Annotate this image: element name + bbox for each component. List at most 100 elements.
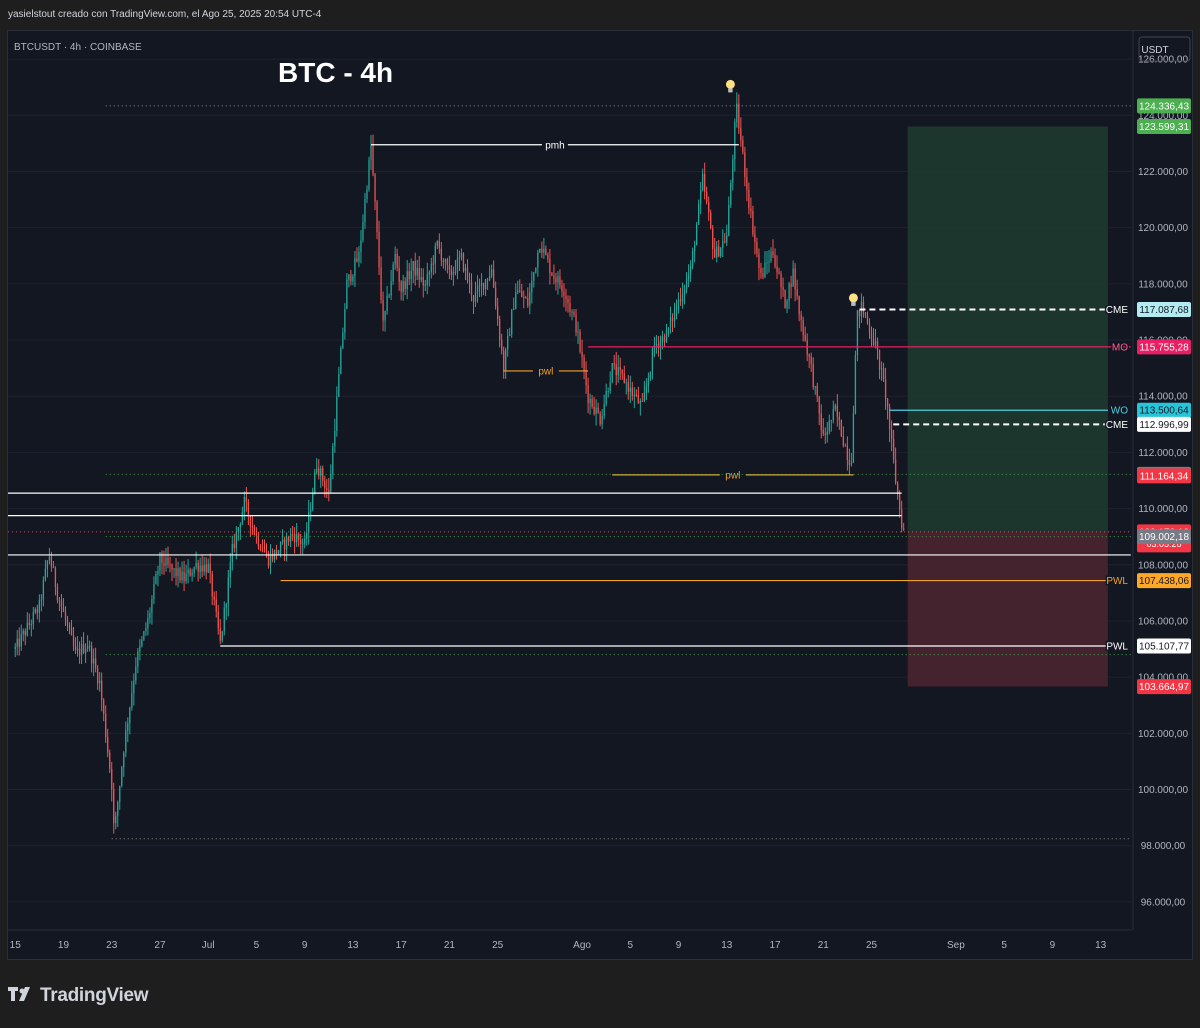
candle-body[interactable] bbox=[350, 274, 352, 282]
candle-body[interactable] bbox=[884, 379, 887, 400]
candle-body[interactable] bbox=[828, 420, 830, 432]
candle-body[interactable] bbox=[854, 355, 857, 414]
candle-body[interactable] bbox=[782, 287, 784, 291]
candle-body[interactable] bbox=[125, 730, 127, 753]
candle-body[interactable] bbox=[338, 374, 340, 397]
price-chart[interactable]: pmh pwl pwl MO CME WO CME PWL PWL 15 19 23 27 Jul 5 9 13… bbox=[0, 0, 1200, 962]
candle-body[interactable] bbox=[137, 651, 139, 667]
candle-body[interactable] bbox=[221, 631, 223, 641]
candle-body[interactable] bbox=[348, 274, 350, 280]
candle-body[interactable] bbox=[850, 462, 853, 465]
candle-body[interactable] bbox=[281, 539, 284, 543]
candle-body[interactable] bbox=[406, 271, 408, 289]
candle-body[interactable] bbox=[74, 645, 77, 651]
candle-body[interactable] bbox=[117, 802, 119, 816]
candle-body[interactable] bbox=[699, 190, 702, 204]
candle-body[interactable] bbox=[804, 335, 806, 341]
candle-body[interactable] bbox=[651, 349, 654, 372]
candle-body[interactable] bbox=[593, 406, 595, 414]
candle-body[interactable] bbox=[547, 254, 549, 259]
candle-body[interactable] bbox=[796, 289, 798, 297]
candle-body[interactable] bbox=[858, 310, 861, 317]
candle-body[interactable] bbox=[466, 267, 469, 281]
candle-body[interactable] bbox=[800, 314, 802, 320]
candle-body[interactable] bbox=[193, 567, 195, 574]
candle-body[interactable] bbox=[900, 509, 903, 529]
candle-body[interactable] bbox=[509, 334, 511, 336]
candle-body[interactable] bbox=[72, 635, 75, 646]
candle-body[interactable] bbox=[710, 212, 712, 229]
candle-body[interactable] bbox=[848, 460, 851, 465]
candle-body[interactable] bbox=[571, 311, 573, 313]
candle-body[interactable] bbox=[573, 311, 575, 315]
candle-body[interactable] bbox=[42, 580, 45, 600]
candle-body[interactable] bbox=[762, 273, 764, 278]
candle-body[interactable] bbox=[304, 538, 306, 544]
candle-body[interactable] bbox=[722, 241, 724, 248]
candle-body[interactable] bbox=[438, 241, 441, 249]
candle-body[interactable] bbox=[611, 363, 613, 383]
candle-body[interactable] bbox=[746, 177, 748, 191]
candle-body[interactable] bbox=[90, 645, 93, 664]
candle-body[interactable] bbox=[209, 563, 211, 574]
candle-body[interactable] bbox=[844, 445, 847, 447]
candle-body[interactable] bbox=[633, 394, 635, 396]
candle-body[interactable] bbox=[836, 405, 838, 417]
candle-body[interactable] bbox=[14, 646, 16, 650]
candle-body[interactable] bbox=[139, 645, 141, 652]
candle-body[interactable] bbox=[788, 283, 790, 301]
price-tag[interactable]: 113.500,64 bbox=[1137, 402, 1191, 418]
candle-body[interactable] bbox=[245, 497, 248, 502]
candle-body[interactable] bbox=[378, 232, 380, 268]
candle-body[interactable] bbox=[384, 310, 386, 321]
candle-body[interactable] bbox=[511, 309, 513, 335]
candle-body[interactable] bbox=[366, 189, 368, 200]
candle-body[interactable] bbox=[868, 323, 871, 333]
candle-body[interactable] bbox=[551, 272, 553, 276]
candle-body[interactable] bbox=[159, 552, 161, 571]
candle-body[interactable] bbox=[197, 563, 199, 572]
candle-body[interactable] bbox=[237, 527, 240, 533]
candle-body[interactable] bbox=[886, 399, 889, 408]
candle-body[interactable] bbox=[492, 269, 495, 288]
candle-body[interactable] bbox=[394, 253, 396, 265]
candle-body[interactable] bbox=[175, 568, 177, 577]
candle-body[interactable] bbox=[129, 707, 131, 724]
candle-body[interactable] bbox=[519, 290, 521, 292]
candle-body[interactable] bbox=[101, 680, 103, 700]
candle-body[interactable] bbox=[191, 573, 193, 576]
candle-body[interactable] bbox=[521, 291, 523, 297]
candle-body[interactable] bbox=[812, 363, 814, 387]
candle-body[interactable] bbox=[631, 387, 633, 396]
candle-body[interactable] bbox=[402, 281, 404, 292]
candle-body[interactable] bbox=[133, 680, 135, 694]
candle-body[interactable] bbox=[372, 145, 374, 175]
candle-body[interactable] bbox=[890, 429, 893, 439]
price-tag[interactable]: 107.438,06 bbox=[1137, 573, 1191, 589]
candle-body[interactable] bbox=[579, 331, 581, 352]
candle-body[interactable] bbox=[619, 367, 621, 370]
candle-body[interactable] bbox=[774, 255, 776, 267]
candle-body[interactable] bbox=[864, 312, 867, 316]
candle-body[interactable] bbox=[874, 341, 877, 346]
candle-body[interactable] bbox=[615, 364, 617, 376]
candle-body[interactable] bbox=[878, 349, 881, 370]
candle-body[interactable] bbox=[597, 407, 599, 414]
candle-body[interactable] bbox=[822, 430, 824, 434]
candle-body[interactable] bbox=[720, 247, 722, 257]
candle-body[interactable] bbox=[888, 407, 891, 430]
candle-body[interactable] bbox=[766, 262, 768, 264]
candle-body[interactable] bbox=[30, 624, 32, 626]
candle-body[interactable] bbox=[24, 630, 26, 636]
candle-body[interactable] bbox=[392, 264, 394, 282]
candle-body[interactable] bbox=[760, 267, 762, 274]
candle-body[interactable] bbox=[687, 274, 690, 280]
candle-body[interactable] bbox=[454, 271, 457, 273]
candle-body[interactable] bbox=[36, 609, 38, 613]
candle-body[interactable] bbox=[147, 618, 149, 629]
candle-body[interactable] bbox=[794, 268, 796, 290]
candle-body[interactable] bbox=[300, 539, 302, 544]
candle-body[interactable] bbox=[249, 515, 252, 527]
candle-body[interactable] bbox=[513, 308, 515, 310]
candle-body[interactable] bbox=[143, 631, 145, 640]
